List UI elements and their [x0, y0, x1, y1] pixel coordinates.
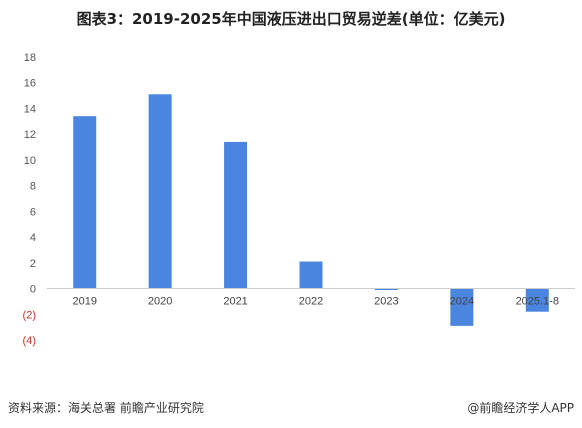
x-tick-label: 2025.1-8: [516, 296, 559, 308]
y-tick-label: 4: [30, 232, 36, 244]
bars: [73, 94, 549, 326]
bar-2021: [224, 141, 248, 289]
x-tick-label: 2019: [72, 296, 96, 308]
y-tick-label: (4): [23, 335, 36, 347]
y-tick-label: 8: [30, 181, 36, 193]
chart-title: 图表3：2019-2025年中国液压进出口贸易逆差(单位：亿美元): [76, 10, 506, 28]
x-tick-label: 2020: [148, 296, 172, 308]
y-tick-label: 16: [24, 78, 36, 90]
bar-2023: [374, 288, 398, 291]
y-tick-label: 14: [24, 103, 36, 115]
y-tick-label: 12: [24, 129, 36, 141]
y-tick-label: 0: [30, 284, 36, 296]
x-tick-label: 2022: [299, 296, 323, 308]
brand-label: @前瞻经济学人APP: [467, 401, 574, 415]
bar-2020: [148, 94, 172, 289]
y-axis: 18 16 14 12 10 8 6 4 2 0 (2) (4): [23, 52, 36, 347]
y-tick-label: 2: [30, 258, 36, 270]
bar-2024: [450, 288, 474, 326]
x-axis: 2019 2020 2021 2022 2023 2024 2025.1-8: [72, 296, 559, 308]
y-tick-label: 10: [24, 155, 36, 167]
y-tick-label: 6: [30, 206, 36, 218]
bar-2019: [73, 116, 97, 289]
y-tick-label: 18: [24, 52, 36, 64]
x-tick-label: 2024: [450, 296, 474, 308]
x-tick-label: 2023: [374, 296, 398, 308]
y-tick-label: (2): [23, 309, 36, 321]
x-tick-label: 2021: [223, 296, 247, 308]
bar-2025.1-8: [525, 288, 549, 312]
source-note: 资料来源：海关总署 前瞻产业研究院: [8, 401, 204, 415]
bar-2022: [299, 261, 323, 289]
